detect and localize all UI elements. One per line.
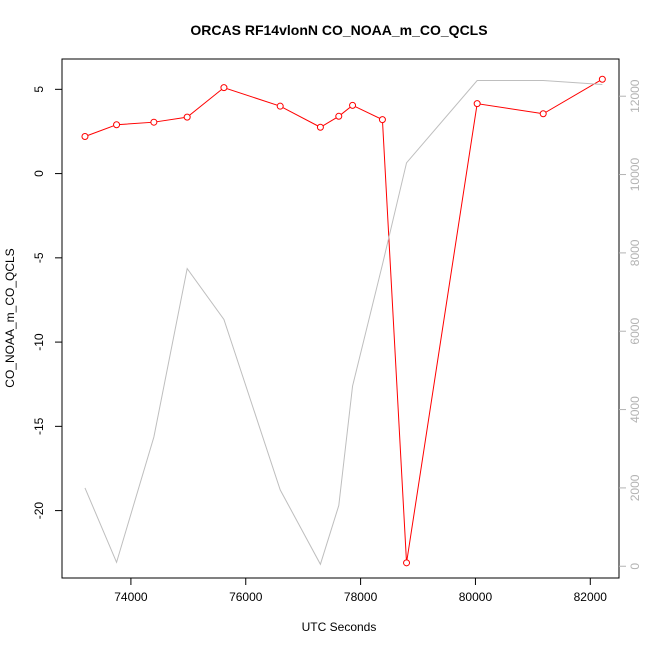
series-2-line (84, 80, 603, 566)
y-tick-label: -20 (32, 502, 46, 520)
y2-tick-label: 4000 (628, 396, 642, 423)
series-1-point (335, 112, 343, 120)
series-1-point (378, 116, 386, 124)
y-axis-label: CO_NOAA_m_CO_QCLS (3, 248, 17, 387)
x-tick-label: 74000 (114, 590, 148, 604)
y-tick-label: 0 (32, 170, 46, 177)
y-tick-label: 5 (32, 86, 46, 93)
series-1-point (81, 133, 89, 141)
series-1-point (113, 121, 121, 129)
y2-tick-label: 0 (628, 563, 642, 570)
x-tick-label: 78000 (344, 590, 378, 604)
x-axis: 74000 76000 78000 80000 82000 (114, 578, 607, 604)
series-2 (84, 80, 603, 566)
series-1-point (183, 113, 191, 121)
series-1-point (473, 100, 481, 108)
series-1-point (403, 559, 411, 567)
x-tick-label: 76000 (229, 590, 263, 604)
x-tick-label: 80000 (459, 590, 493, 604)
y-axis-left: 5 0 -5 -10 -15 -20 (32, 86, 62, 520)
y-tick-label: -10 (32, 333, 46, 351)
series-1-point (276, 102, 284, 110)
series-1-point (349, 101, 357, 109)
y-tick-label: -5 (32, 252, 46, 263)
series-1-point (598, 75, 606, 83)
series-1-point (316, 123, 324, 131)
series-1-point (539, 110, 547, 118)
y2-tick-label: 2000 (628, 474, 642, 501)
x-axis-label: UTC Seconds (302, 620, 377, 634)
series-1-point (150, 118, 158, 126)
y2-tick-label: 6000 (628, 318, 642, 345)
y-axis-right: 0 2000 4000 6000 8000 10000 12000 (619, 79, 642, 570)
chart-title: ORCAS RF14vlonN CO_NOAA_m_CO_QCLS (190, 22, 487, 38)
y2-tick-label: 12000 (628, 79, 642, 113)
y-tick-label: -15 (32, 417, 46, 435)
plot-area (61, 58, 620, 579)
y2-tick-label: 8000 (628, 239, 642, 266)
x-tick-label: 82000 (574, 590, 608, 604)
y2-tick-label: 10000 (628, 158, 642, 192)
series-layer (81, 75, 606, 567)
series-1-point (220, 84, 228, 92)
series-1-line (84, 78, 603, 563)
series-1 (81, 75, 606, 567)
